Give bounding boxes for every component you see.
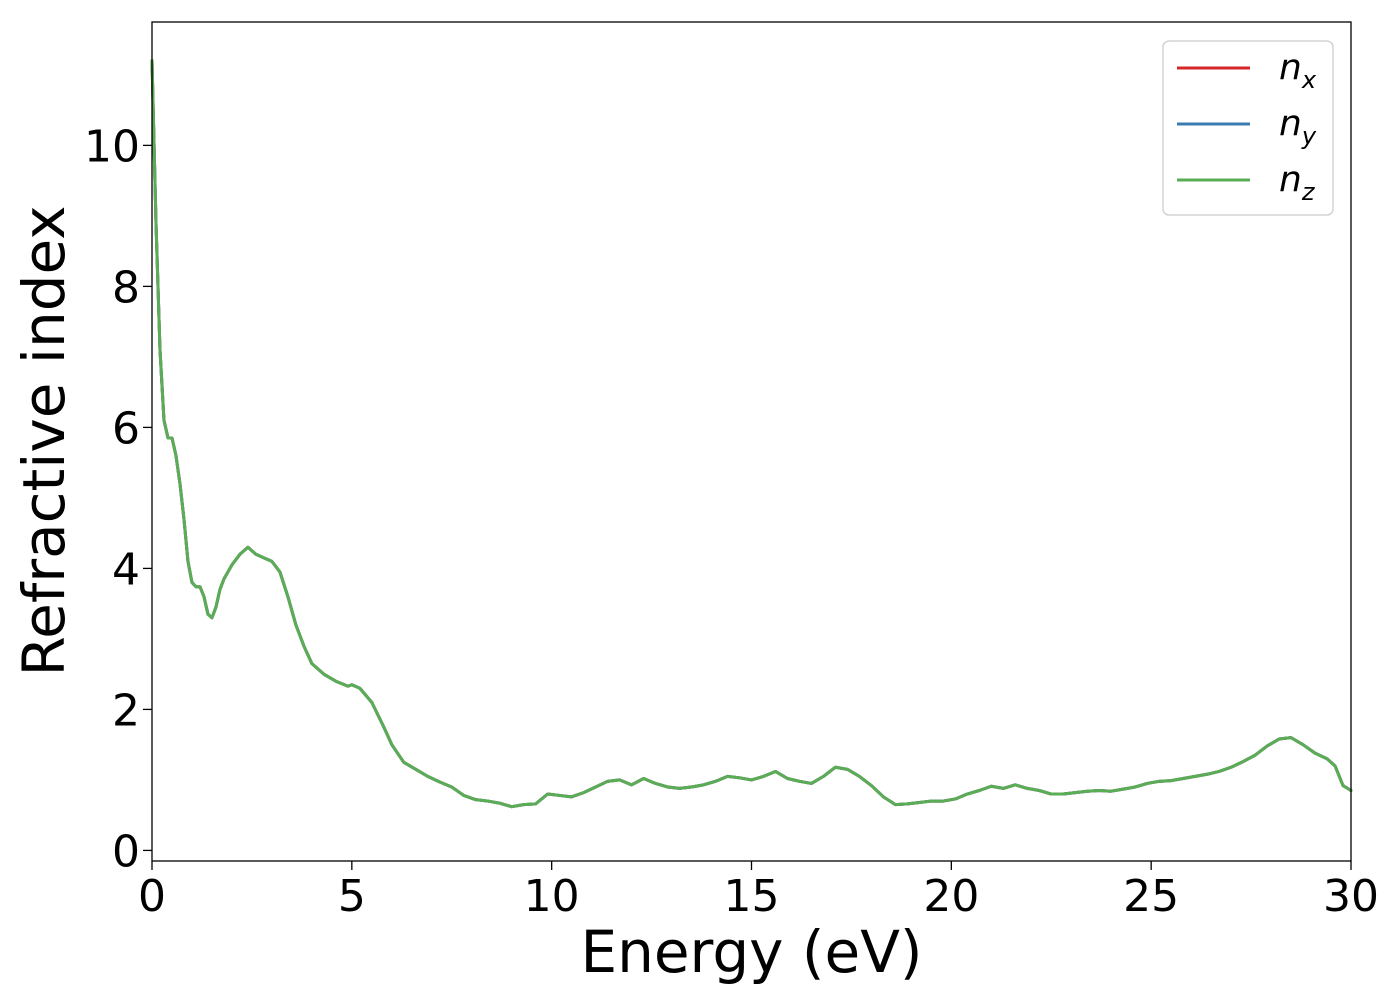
x-axis-label: Energy (eV): [580, 918, 922, 986]
series-layer: [150, 59, 1353, 809]
legend-box: [1162, 40, 1334, 216]
legend-label-subscript: z: [1301, 178, 1316, 206]
legend-label-n-z: nz: [1279, 159, 1316, 206]
legend-label-subscript: x: [1301, 66, 1317, 94]
legend-label-base: n: [1279, 103, 1302, 144]
legend-label-base: n: [1279, 159, 1302, 200]
y-tick-label: 8: [112, 262, 140, 313]
x-tick-label: 20: [923, 871, 979, 922]
y-tick-label: 0: [112, 826, 140, 877]
legend-label-subscript: y: [1301, 122, 1317, 150]
y-tick-label: 6: [112, 403, 140, 454]
y-tick-label: 2: [112, 685, 140, 736]
series-line-n-z: [150, 59, 1353, 809]
x-tick-label: 0: [138, 871, 166, 922]
plot-background: [152, 22, 1351, 861]
x-axis-ticks: 0 5 10 15 20 25 30: [138, 861, 1379, 922]
x-tick-label: 15: [724, 871, 780, 922]
x-tick-label: 30: [1323, 871, 1379, 922]
legend-label-base: n: [1279, 47, 1302, 88]
y-axis-ticks: 0 2 4 6 8 10: [84, 121, 152, 877]
y-tick-label: 10: [84, 121, 140, 172]
x-tick-label: 5: [338, 871, 366, 922]
y-tick-label: 4: [112, 544, 140, 595]
legend-label-n-x: nx: [1279, 47, 1317, 94]
y-axis-label: Refractive index: [10, 205, 78, 676]
x-tick-label: 10: [524, 871, 580, 922]
legend-label-n-y: ny: [1279, 103, 1317, 150]
x-tick-label: 25: [1123, 871, 1179, 922]
